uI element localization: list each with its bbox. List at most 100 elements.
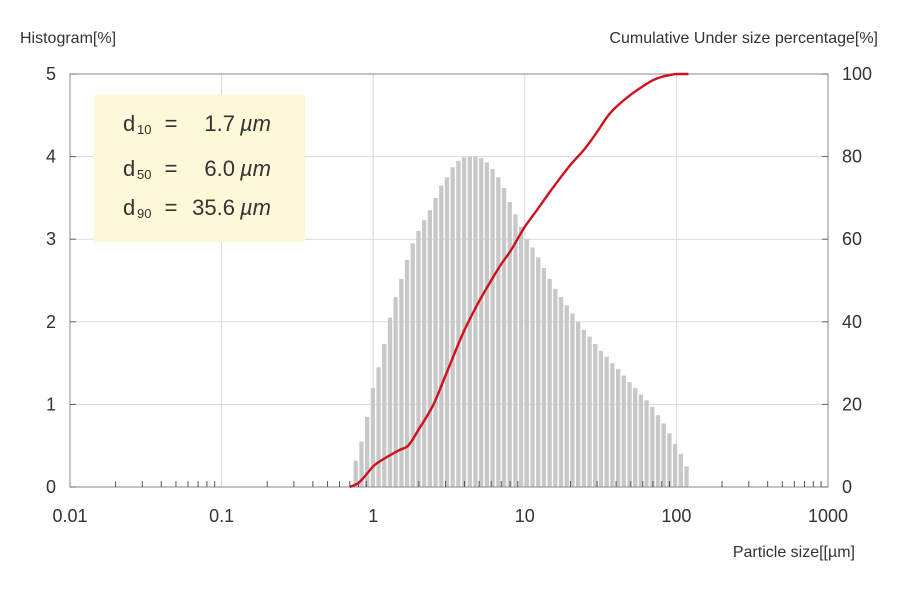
histogram-bar [604,356,609,487]
histogram-bar [422,220,427,487]
stat-subscript: 50 [137,167,151,182]
histogram-bar [501,187,507,487]
histogram-bar [364,416,370,487]
histogram-bar [507,202,512,487]
labels-layer: Histogram[%] Cumulative Under size perce… [20,30,878,561]
stat-d-label: d [123,111,135,136]
histogram-bar [581,330,587,487]
histogram-bar [444,177,450,487]
x-tick-label: 1000 [808,506,848,526]
stat-equals: = [165,111,178,136]
left-axis-label: Histogram[%] [20,30,116,47]
y-right-tick-label: 60 [842,229,862,249]
histogram-bar [353,460,358,487]
histogram-bars [353,156,689,488]
histogram-bar [473,156,478,487]
x-tick-label: 0.1 [209,506,234,526]
histogram-bar [450,167,455,487]
histogram-bar [553,288,558,487]
histogram-bar [376,367,381,487]
histogram-bar [370,387,376,487]
histogram-bar [399,278,404,487]
stat-subscript: 90 [137,206,151,221]
y-left-tick-label: 1 [46,394,56,414]
histogram-bar [404,259,410,487]
histogram-bar [627,382,632,487]
y-right-tick-label: 40 [842,312,862,332]
y-left-tick-label: 0 [46,477,56,497]
stat-unit: µm [239,111,271,136]
histogram-bar [518,226,524,487]
stat-value: 6.0 [204,156,235,181]
histogram-bar [439,185,444,487]
stat-unit: µm [239,195,271,220]
histogram-bar [484,162,490,487]
histogram-bar [496,177,501,487]
histogram-bar [479,158,484,487]
histogram-bar [467,156,472,487]
histogram-bar [513,214,518,488]
y-left-tick-label: 4 [46,147,56,167]
stat-unit: µm [239,156,271,181]
histogram-bar [541,268,547,487]
histogram-bar [684,466,689,487]
histogram-bar [667,433,672,487]
histogram-bar [610,363,615,487]
x-tick-label: 1 [368,506,378,526]
histogram-bar [644,400,649,487]
histogram-bar [530,247,535,487]
x-tick-label: 0.01 [52,506,87,526]
histogram-bar [564,305,569,487]
y-left-tick-label: 5 [46,64,56,84]
histogram-bar [650,406,655,487]
stat-d-label: d [123,195,135,220]
y-right-tick-label: 20 [842,394,862,414]
stat-subscript: 10 [137,122,151,137]
histogram-bar [576,321,581,487]
stat-equals: = [165,195,178,220]
cumulative-curve-layer [349,72,689,489]
histogram-bar [427,210,433,488]
histogram-bar [678,453,683,487]
histogram-bar [433,197,438,487]
histogram-bar [416,230,421,487]
histogram-bar [598,350,604,487]
histogram-bar [638,394,644,487]
histogram-bar [593,344,598,487]
histogram-bar [387,317,393,487]
histogram-bar [661,423,666,487]
y-right-tick-label: 100 [842,64,872,84]
histogram-bar [633,387,638,487]
y-right-tick-label: 0 [842,477,852,497]
histogram-bar [615,368,621,487]
stat-equals: = [165,156,178,181]
right-axis-label: Cumulative Under size percentage[%] [609,30,878,47]
histogram-bar [536,257,541,487]
x-tick-label: 100 [661,506,691,526]
histogram-bar [524,239,529,487]
histogram-bar [382,344,387,487]
stats-box-bg [94,95,305,242]
histogram-bar [359,441,364,487]
stat-value: 1.7 [204,111,235,136]
histogram-bar [461,157,467,487]
y-left-tick-label: 3 [46,229,56,249]
histogram-bar [410,243,415,487]
histogram-bar [547,278,552,487]
histogram-bar [558,297,564,487]
histogram-bar [655,415,661,487]
stat-value: 35.6 [192,195,235,220]
x-tick-label: 10 [515,506,535,526]
y-left-tick-label: 2 [46,312,56,332]
histogram-bar [490,168,495,488]
stat-d-label: d [123,156,135,181]
y-right-tick-label: 80 [842,147,862,167]
x-axis-label: Particle size[[µm] [733,544,855,561]
plot-frame [69,73,829,488]
histogram-bar [570,313,575,487]
histogram-bar [587,336,592,487]
histogram-bar [621,375,626,487]
